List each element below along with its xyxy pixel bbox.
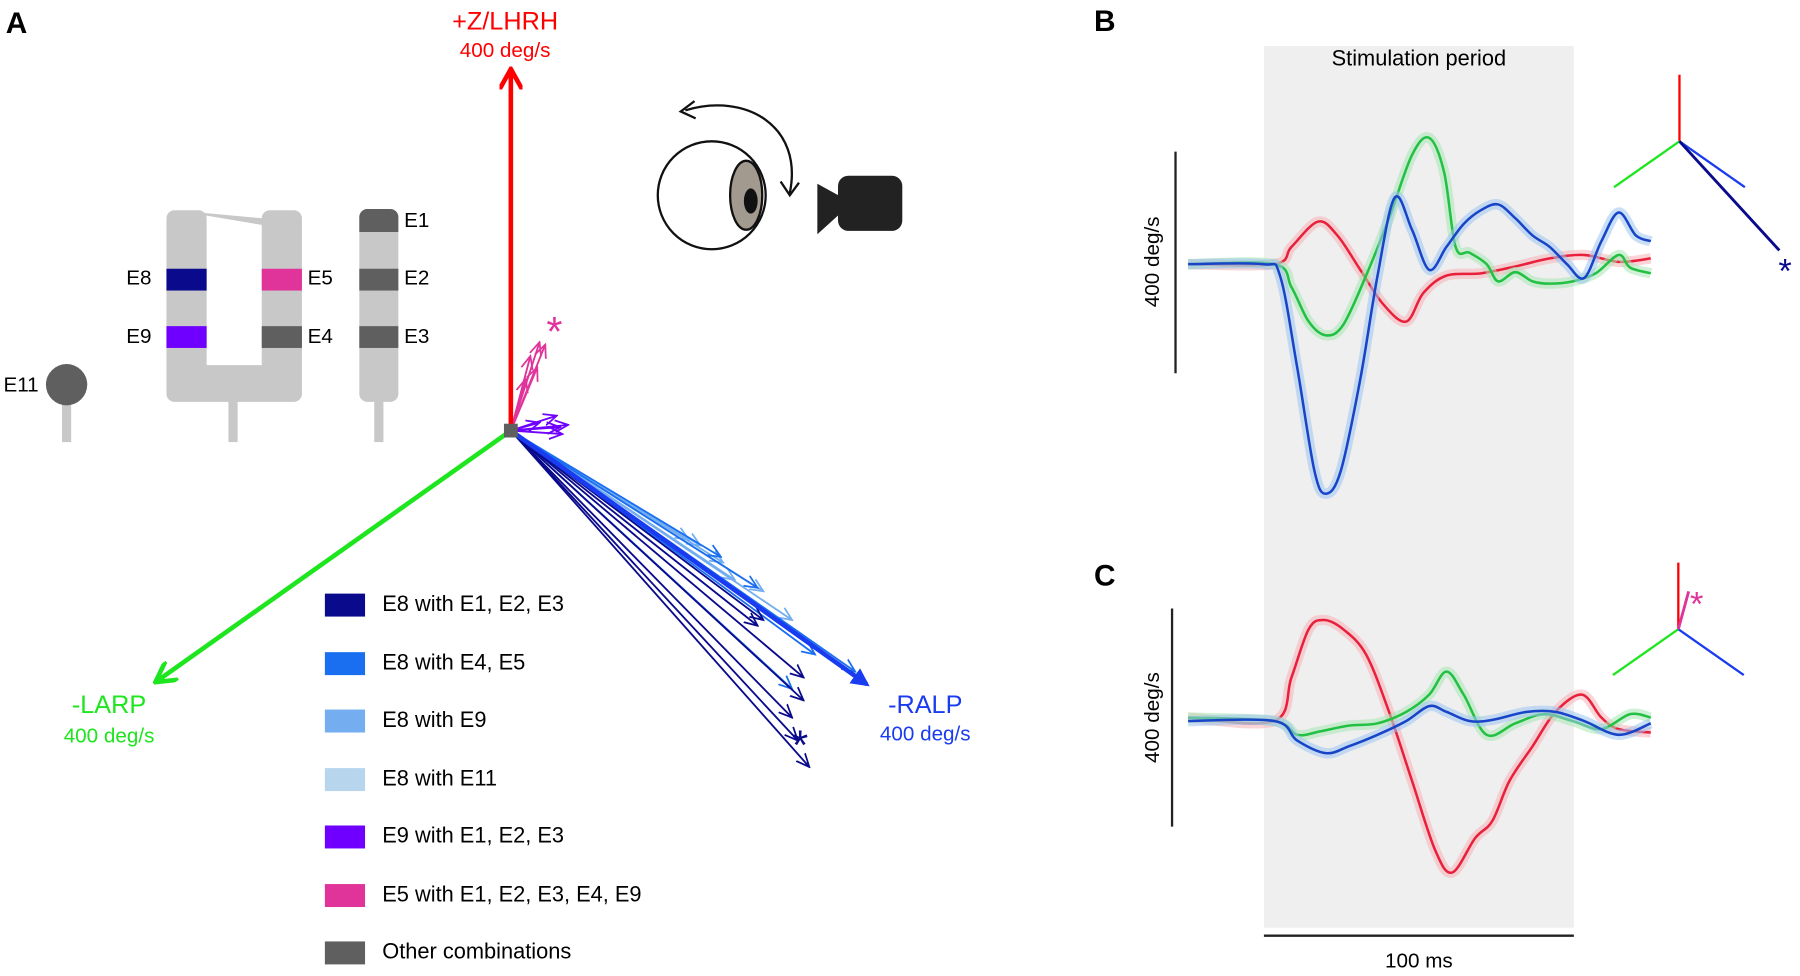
- electrode-array: [359, 209, 399, 402]
- legend-label: E8 with E4, E5: [382, 649, 525, 674]
- pupil: [743, 188, 758, 214]
- arrow-head: [779, 180, 800, 198]
- vector-arrow: [510, 429, 792, 718]
- legend-swatch: [324, 593, 366, 617]
- legend-label: E5 with E1, E2, E3, E4, E9: [382, 881, 641, 906]
- scale-label: 400 deg/s: [1141, 216, 1164, 307]
- asterisk: *: [792, 723, 808, 769]
- legend-label: E8 with E9: [382, 707, 486, 732]
- inset-axis: [1677, 628, 1745, 677]
- legend-label: E9 with E1, E2, E3: [382, 823, 564, 848]
- electrode-label: E5: [308, 267, 333, 290]
- vector-arrow: [510, 429, 804, 701]
- legend-label: Other combinations: [382, 939, 571, 964]
- electrode: [359, 209, 399, 233]
- electrode: [166, 326, 207, 348]
- legend-swatch: [324, 709, 366, 733]
- time-scale-label: 100 ms: [1385, 950, 1453, 973]
- rotation-arrow: [685, 104, 793, 194]
- layout: [45, 46, 1781, 937]
- asterisk: *: [1778, 252, 1791, 290]
- vector-arrow: [510, 427, 560, 430]
- axis-arrow: [509, 428, 870, 687]
- legend-swatch: [324, 825, 366, 849]
- legend-swatch: [324, 768, 366, 792]
- vector-arrow: [510, 429, 758, 626]
- electrode: [166, 268, 207, 291]
- legend-swatch: [324, 941, 366, 965]
- axis-arrow: [157, 428, 513, 681]
- vector-arrow: [510, 429, 721, 557]
- panel-label: C: [1094, 559, 1116, 592]
- electrode-label: E4: [308, 325, 333, 348]
- electrode: [261, 326, 302, 348]
- electrode-label: E8: [126, 267, 151, 290]
- legend-swatch: [324, 652, 366, 676]
- vector-arrow: [510, 429, 809, 767]
- trace: [1188, 194, 1652, 496]
- vector-arrow: [510, 429, 758, 588]
- electrode-label: E2: [404, 267, 429, 290]
- axis-speed: 400 deg/s: [64, 725, 155, 748]
- axis-speed: 400 deg/s: [880, 722, 971, 745]
- inset-axis: [1678, 140, 1746, 189]
- legend-label: E8 with E1, E2, E3: [382, 591, 564, 616]
- axis-speed: 400 deg/s: [460, 39, 551, 62]
- vector-arrow: [509, 345, 545, 431]
- legend-label: E8 with E11: [382, 765, 497, 790]
- electrode-label: E3: [404, 325, 429, 348]
- inset-vector: [1676, 590, 1691, 630]
- legend: E8 with E1, E2, E3 E8 with E4, E5 E8 with …: [324, 591, 642, 965]
- trace: [1188, 704, 1652, 755]
- trace: [1188, 618, 1651, 875]
- array-stem: [228, 396, 238, 443]
- panel-label: B: [1094, 5, 1116, 38]
- camera-lens: [817, 183, 843, 235]
- electrode-label: E9: [126, 325, 151, 348]
- scale-label: 400 deg/s: [1141, 672, 1164, 763]
- vector-arrow: [510, 429, 798, 741]
- axis-label: -LARP: [72, 691, 146, 719]
- inset-axis: [1613, 140, 1681, 189]
- asterisk: *: [546, 309, 562, 355]
- camera: [838, 175, 903, 231]
- panel-label: A: [6, 7, 28, 40]
- electrode: [261, 268, 302, 291]
- electrode: [45, 364, 88, 406]
- inset-vector: [1678, 140, 1781, 252]
- axis-label: +Z/LHRH: [452, 8, 558, 36]
- origin: [503, 423, 518, 438]
- electrode: [359, 326, 399, 348]
- axis-label: -RALP: [888, 691, 962, 719]
- array-stem: [61, 396, 72, 443]
- vector-arrow: [510, 429, 804, 678]
- electrode-array: [166, 210, 302, 402]
- arrow-head: [678, 100, 697, 120]
- array-stem: [374, 396, 384, 443]
- electrode-label: E11: [3, 373, 38, 396]
- inset-axis: [1612, 628, 1679, 677]
- electrode-label: E1: [404, 209, 429, 232]
- electrode: [359, 268, 399, 291]
- asterisk: *: [1690, 585, 1703, 623]
- legend-swatch: [324, 884, 366, 908]
- period-label: Stimulation period: [1332, 46, 1506, 71]
